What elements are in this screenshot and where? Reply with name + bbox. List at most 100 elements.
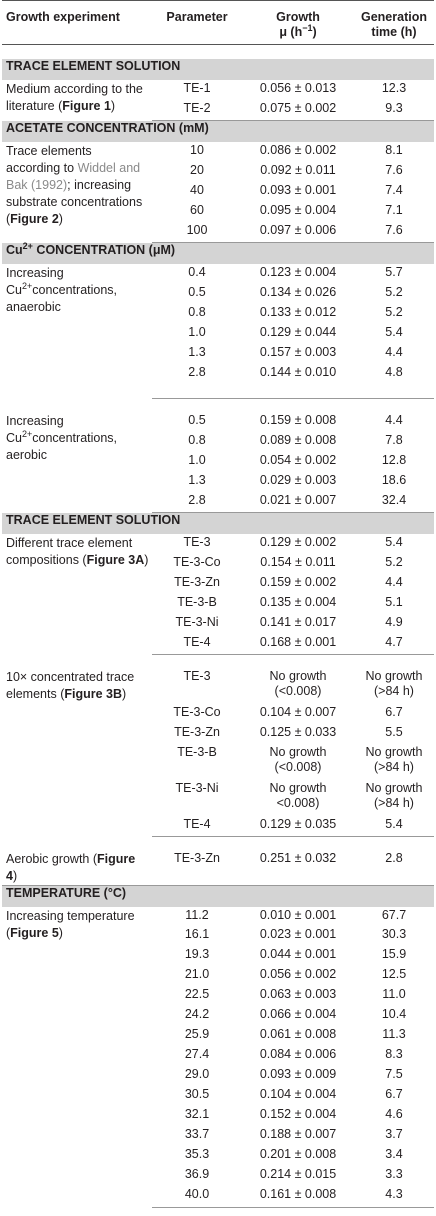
growth-cell: 0.044 ± 0.001 xyxy=(259,947,337,961)
section-row: TEMPERATURE (°C) xyxy=(2,884,434,908)
parameter-cell: TE-3 xyxy=(183,668,211,683)
growth-cell: 0.010 ± 0.001 xyxy=(259,907,337,922)
growth-cell: 0.066 ± 0.004 xyxy=(259,1007,337,1021)
table-row: 22.5 0.063 ± 0.003 11.0 xyxy=(2,987,434,1007)
parameter-cell: TE-3-Co xyxy=(173,704,221,719)
generation-time-cell: 30.3 xyxy=(381,927,407,941)
parameter-cell: TE-4 xyxy=(152,634,242,655)
table-row: 20 0.092 ± 0.011 7.6 xyxy=(2,163,434,183)
parameter-cell: TE-1 xyxy=(183,81,211,95)
table-row: 35.3 0.201 ± 0.008 3.4 xyxy=(2,1147,434,1167)
parameter-cell: 1.3 xyxy=(188,344,206,359)
table-row: 10× concentrated trace elements (Figure … xyxy=(2,669,434,705)
parameter-cell: TE-2 xyxy=(152,100,242,121)
table-row: TE-3-Co 0.104 ± 0.007 6.7 xyxy=(2,705,434,725)
growth-cell: 0.141 ± 0.017 xyxy=(259,614,337,629)
figure-reference: Figure 5 xyxy=(10,925,59,940)
generation-time-cell: 7.6 xyxy=(354,222,434,243)
generation-time-cell: 67.7 xyxy=(381,907,407,922)
experiment-description: Different trace element compositions (Fi… xyxy=(2,535,152,655)
growth-cell-line2: (<0.008) xyxy=(274,759,322,774)
parameter-cell: 60 xyxy=(190,202,204,217)
generation-time-cell: 12.3 xyxy=(381,81,407,95)
table-row: 100 0.097 ± 0.006 7.6 xyxy=(2,222,434,243)
section-trace-element-2: TRACE ELEMENT SOLUTION xyxy=(2,512,434,535)
parameter-cell: TE-3-B xyxy=(177,744,217,759)
parameter-cell: 33.7 xyxy=(184,1127,210,1141)
header-growth-sup: −1 xyxy=(302,22,313,33)
growth-cell: 0.159 ± 0.008 xyxy=(259,412,337,427)
parameter-cell: 20 xyxy=(190,162,204,177)
growth-cell-line1: No growth xyxy=(269,780,327,795)
generation-time-cell: 5.2 xyxy=(385,284,403,299)
group-copper-aerobic: Increasing Cu2+concentrations, aerobic 0.5 0… xyxy=(2,399,434,513)
growth-cell: 0.157 ± 0.003 xyxy=(259,344,337,359)
parameter-cell: TE-3 xyxy=(183,535,211,549)
table-row: 40.0 0.161 ± 0.008 4.3 xyxy=(2,1187,434,1208)
header-generation-time: Generation time (h) xyxy=(354,0,434,45)
generation-time-cell: 5.5 xyxy=(385,724,403,739)
table-row: TE-3-Zn 0.125 ± 0.033 5.5 xyxy=(2,725,434,745)
growth-cell: 0.201 ± 0.008 xyxy=(259,1147,337,1161)
description-text: 10× concentrated trace elements ( xyxy=(6,669,135,701)
growth-cell: 0.054 ± 0.002 xyxy=(259,452,337,467)
parameter-cell: 2.8 xyxy=(188,364,206,379)
growth-cell: 0.152 ± 0.004 xyxy=(259,1107,337,1121)
growth-cell: 0.093 ± 0.009 xyxy=(259,1067,337,1081)
section-copper-pre: Cu xyxy=(6,243,23,257)
table-row: 25.9 0.061 ± 0.008 11.3 xyxy=(2,1027,434,1047)
parameter-cell: 25.9 xyxy=(184,1027,210,1041)
generation-time-cell: 4.4 xyxy=(385,574,403,589)
parameter-cell: TE-3-Zn xyxy=(174,724,220,739)
generation-time-line2: (>84 h) xyxy=(374,795,414,810)
description-text: ) xyxy=(144,553,149,567)
table-row: 2.8 0.021 ± 0.007 32.4 xyxy=(2,492,434,513)
growth-cell: 0.093 ± 0.001 xyxy=(259,182,337,197)
growth-cell: 0.188 ± 0.007 xyxy=(259,1127,337,1141)
group-trace-element-literature: Medium according to the literature (Figu… xyxy=(2,81,434,121)
growth-cell-line1: No growth xyxy=(269,668,327,683)
generation-time-cell: 6.7 xyxy=(385,704,403,719)
generation-time-cell: 18.6 xyxy=(381,472,407,487)
header-growth-rate: Growth μ (h−1) xyxy=(242,0,354,45)
description-text: Increasing xyxy=(6,266,64,280)
generation-time-cell: 7.5 xyxy=(385,1067,403,1081)
description-text: ) xyxy=(122,686,127,701)
generation-time-line1: No growth xyxy=(365,780,423,795)
growth-cell: No growth <0.008) xyxy=(242,781,354,817)
parameter-cell: 16.1 xyxy=(184,927,210,941)
generation-time-cell: 4.4 xyxy=(385,344,403,359)
generation-time-cell: 7.4 xyxy=(385,182,403,197)
growth-cell: 0.144 ± 0.010 xyxy=(259,364,337,379)
section-row: ACETATE CONCENTRATION (mM) xyxy=(2,120,434,143)
growth-cell: No growth (<0.008) xyxy=(242,745,354,781)
table-row: 36.9 0.214 ± 0.015 3.3 xyxy=(2,1167,434,1187)
growth-cell: 0.023 ± 0.001 xyxy=(259,927,337,941)
table-row: 27.4 0.084 ± 0.006 8.3 xyxy=(2,1047,434,1067)
parameter-cell: TE-3-Ni xyxy=(175,780,219,795)
table-row: Trace elements according to Widdel and B… xyxy=(2,143,434,226)
parameter-cell: 1.3 xyxy=(188,472,206,487)
reference-link: Widdel and Bak (1992) xyxy=(6,161,141,192)
table-row: 2.8 0.144 ± 0.010 4.8 xyxy=(2,365,434,385)
growth-cell: 0.092 ± 0.011 xyxy=(260,162,336,177)
generation-time-line2: (>84 h) xyxy=(374,759,414,774)
generation-time-cell: 9.3 xyxy=(354,100,434,121)
generation-time-cell: 8.3 xyxy=(385,1047,403,1061)
parameter-cell: 35.3 xyxy=(184,1147,210,1161)
parameter-cell: 1.0 xyxy=(188,324,206,339)
generation-time-line1: No growth xyxy=(365,744,423,759)
growth-cell: 0.168 ± 0.001 xyxy=(242,634,354,655)
growth-cell: 0.129 ± 0.035 xyxy=(242,816,354,837)
generation-time-cell: No growth (>84 h) xyxy=(354,745,434,781)
table-row: Medium according to the literature (Figu… xyxy=(2,81,434,113)
parameter-cell: 11.2 xyxy=(185,907,209,922)
growth-cell: 0.135 ± 0.004 xyxy=(259,594,337,609)
description-text: Medium according to the literature ( xyxy=(6,82,143,113)
section-acetate: ACETATE CONCENTRATION (mM) xyxy=(2,120,434,143)
table-row: TE-3-Ni No growth <0.008) No growth (>84 h) xyxy=(2,781,434,817)
parameter-cell: 21.0 xyxy=(184,967,210,981)
generation-time-cell: 4.7 xyxy=(354,634,434,655)
figure-reference: Figure 1 xyxy=(62,99,111,113)
header-gen-line2: time (h) xyxy=(371,25,417,39)
